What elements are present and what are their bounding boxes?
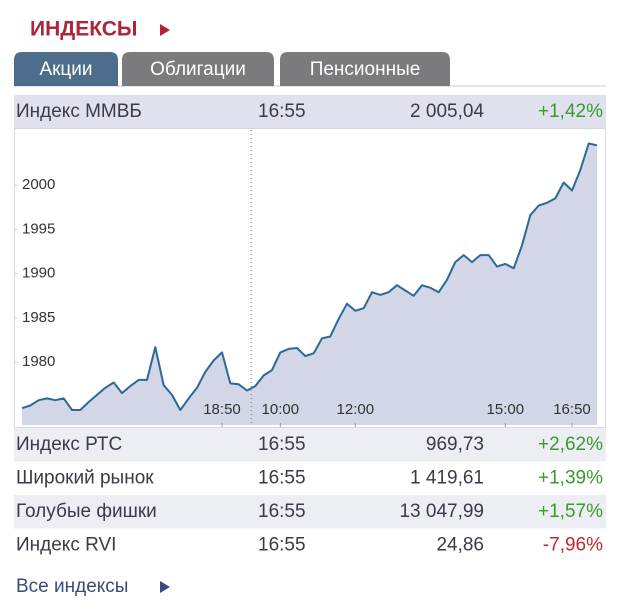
- tab[interactable]: [280, 52, 450, 86]
- x-tick-label: 10:00: [262, 401, 300, 418]
- index-change: +1,57%: [538, 501, 603, 522]
- y-tick-label: 1980: [22, 353, 55, 370]
- index-name[interactable]: Индекс ММВБ: [16, 101, 142, 122]
- x-tick-label: 15:00: [487, 401, 525, 418]
- index-value: 24,86: [436, 535, 484, 556]
- main-row-bg: [14, 95, 606, 128]
- index-value: 2 005,04: [410, 101, 484, 122]
- index-time: 16:55: [258, 434, 306, 455]
- all-indices-link[interactable]: Все индексы: [16, 576, 128, 597]
- index-name[interactable]: Индекс RVI: [16, 535, 116, 556]
- index-change: +2,62%: [538, 434, 603, 455]
- index-change: +1,39%: [538, 468, 603, 489]
- x-tick-label: 18:50: [203, 401, 241, 418]
- tab[interactable]: [122, 52, 274, 86]
- index-time: 16:55: [258, 101, 306, 122]
- area: [22, 143, 597, 425]
- y-tick-label: 1985: [22, 309, 55, 326]
- x-tick-label: 12:00: [337, 401, 375, 418]
- index-name[interactable]: Голубые фишки: [16, 501, 157, 522]
- y-tick-label: 2000: [22, 176, 55, 193]
- tab-label[interactable]: Акции: [39, 59, 92, 80]
- link-arrow: [160, 581, 170, 593]
- index-name[interactable]: Широкий рынок: [16, 468, 154, 489]
- tab-label[interactable]: Пенсионные: [310, 59, 421, 80]
- tab[interactable]: [14, 52, 118, 86]
- widget-title[interactable]: ИНДЕКСЫ: [30, 18, 138, 41]
- index-change: -7,96%: [543, 535, 603, 556]
- tab-label[interactable]: Облигации: [150, 59, 246, 80]
- price-line: [21, 142, 598, 411]
- index-change: +1,42%: [538, 101, 603, 122]
- index-time: 16:55: [258, 468, 306, 489]
- y-tick-label: 1995: [22, 220, 55, 237]
- index-time: 16:55: [258, 501, 306, 522]
- index-value: 1 419,61: [410, 468, 484, 489]
- row-bg: [14, 495, 606, 529]
- index-value: 969,73: [426, 434, 484, 455]
- y-tick-label: 1990: [22, 265, 55, 282]
- index-name[interactable]: Индекс РТС: [16, 434, 122, 455]
- x-tick-label: 16:50: [553, 401, 591, 418]
- row-bg: [14, 428, 606, 462]
- index-time: 16:55: [258, 535, 306, 556]
- index-value: 13 047,99: [399, 501, 484, 522]
- title-arrow: [160, 24, 170, 36]
